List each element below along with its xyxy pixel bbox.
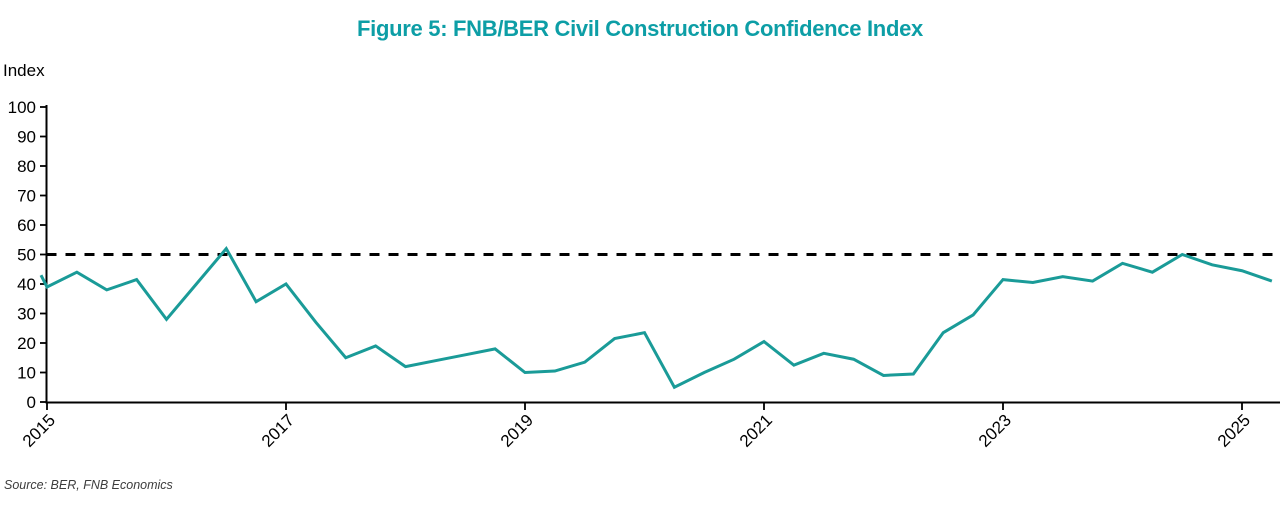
chart-title: Figure 5: FNB/BER Civil Construction Con… <box>357 16 923 41</box>
source-note: Source: BER, FNB Economics <box>4 478 173 492</box>
y-tick-label: 70 <box>17 187 36 206</box>
x-tick-label: 2015 <box>19 411 59 451</box>
y-tick-label: 20 <box>17 334 36 353</box>
x-tick-label: 2021 <box>736 411 776 451</box>
y-tick-label: 30 <box>17 305 36 324</box>
x-tick-label: 2023 <box>975 411 1015 451</box>
y-axis-unit-label: Index <box>3 61 45 80</box>
y-tick-label: 0 <box>27 393 36 412</box>
y-tick-label: 50 <box>17 246 36 265</box>
y-tick-label: 10 <box>17 364 36 383</box>
y-tick-label: 90 <box>17 128 36 147</box>
y-tick-label: 40 <box>17 275 36 294</box>
x-tick-label: 2017 <box>258 411 298 451</box>
x-tick-label: 2025 <box>1214 411 1254 451</box>
y-tick-label: 80 <box>17 157 36 176</box>
y-tick-label: 100 <box>8 98 36 117</box>
y-tick-label: 60 <box>17 216 36 235</box>
x-tick-label: 2019 <box>497 411 537 451</box>
confidence-index-line <box>39 245 1273 390</box>
